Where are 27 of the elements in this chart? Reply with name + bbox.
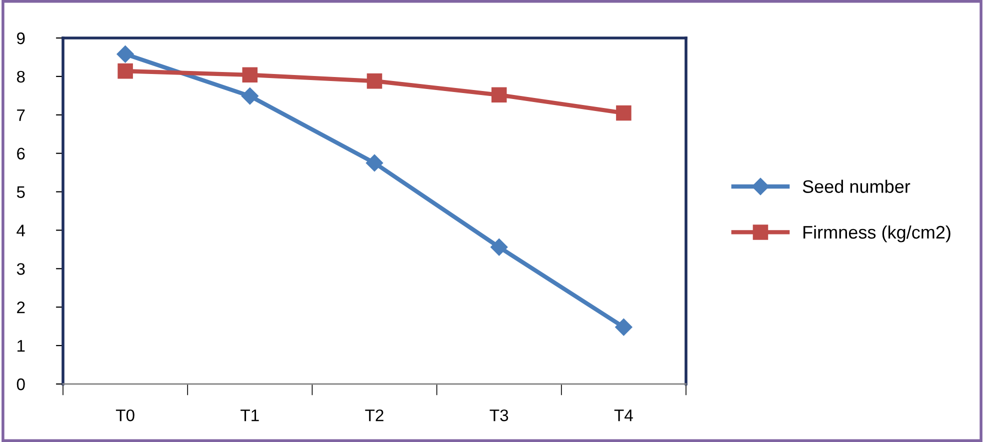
y-tick-label: 7 <box>17 109 25 121</box>
point <box>241 88 258 105</box>
y-tick-label: 9 <box>17 32 25 44</box>
point <box>116 46 134 63</box>
x-tick-label: T4 <box>614 410 633 422</box>
point <box>491 87 507 103</box>
point <box>366 154 384 172</box>
point <box>118 63 133 79</box>
y-tick-label: 4 <box>16 224 26 236</box>
legend-label: Seed number <box>802 180 910 193</box>
y-tick-label: 8 <box>16 70 25 83</box>
y-tick-label: 3 <box>16 263 25 275</box>
point <box>366 73 382 89</box>
y-tick-label: 0 <box>16 378 25 390</box>
y-tick-label: 2 <box>17 302 25 314</box>
point <box>615 318 632 336</box>
x-tick-label: T2 <box>365 409 384 422</box>
x-tick-label: T3 <box>490 409 508 422</box>
x-tick-label: T0 <box>116 409 134 422</box>
point <box>616 105 632 121</box>
y-tick-label: 5 <box>16 186 25 198</box>
y-tick-label: 6 <box>17 148 25 160</box>
point <box>490 238 508 256</box>
x-tick-label: T1 <box>240 410 259 422</box>
point <box>242 67 258 83</box>
legend-label: Firmness (kg/cm2) <box>803 225 950 242</box>
y-tick-label: 1 <box>18 340 25 352</box>
